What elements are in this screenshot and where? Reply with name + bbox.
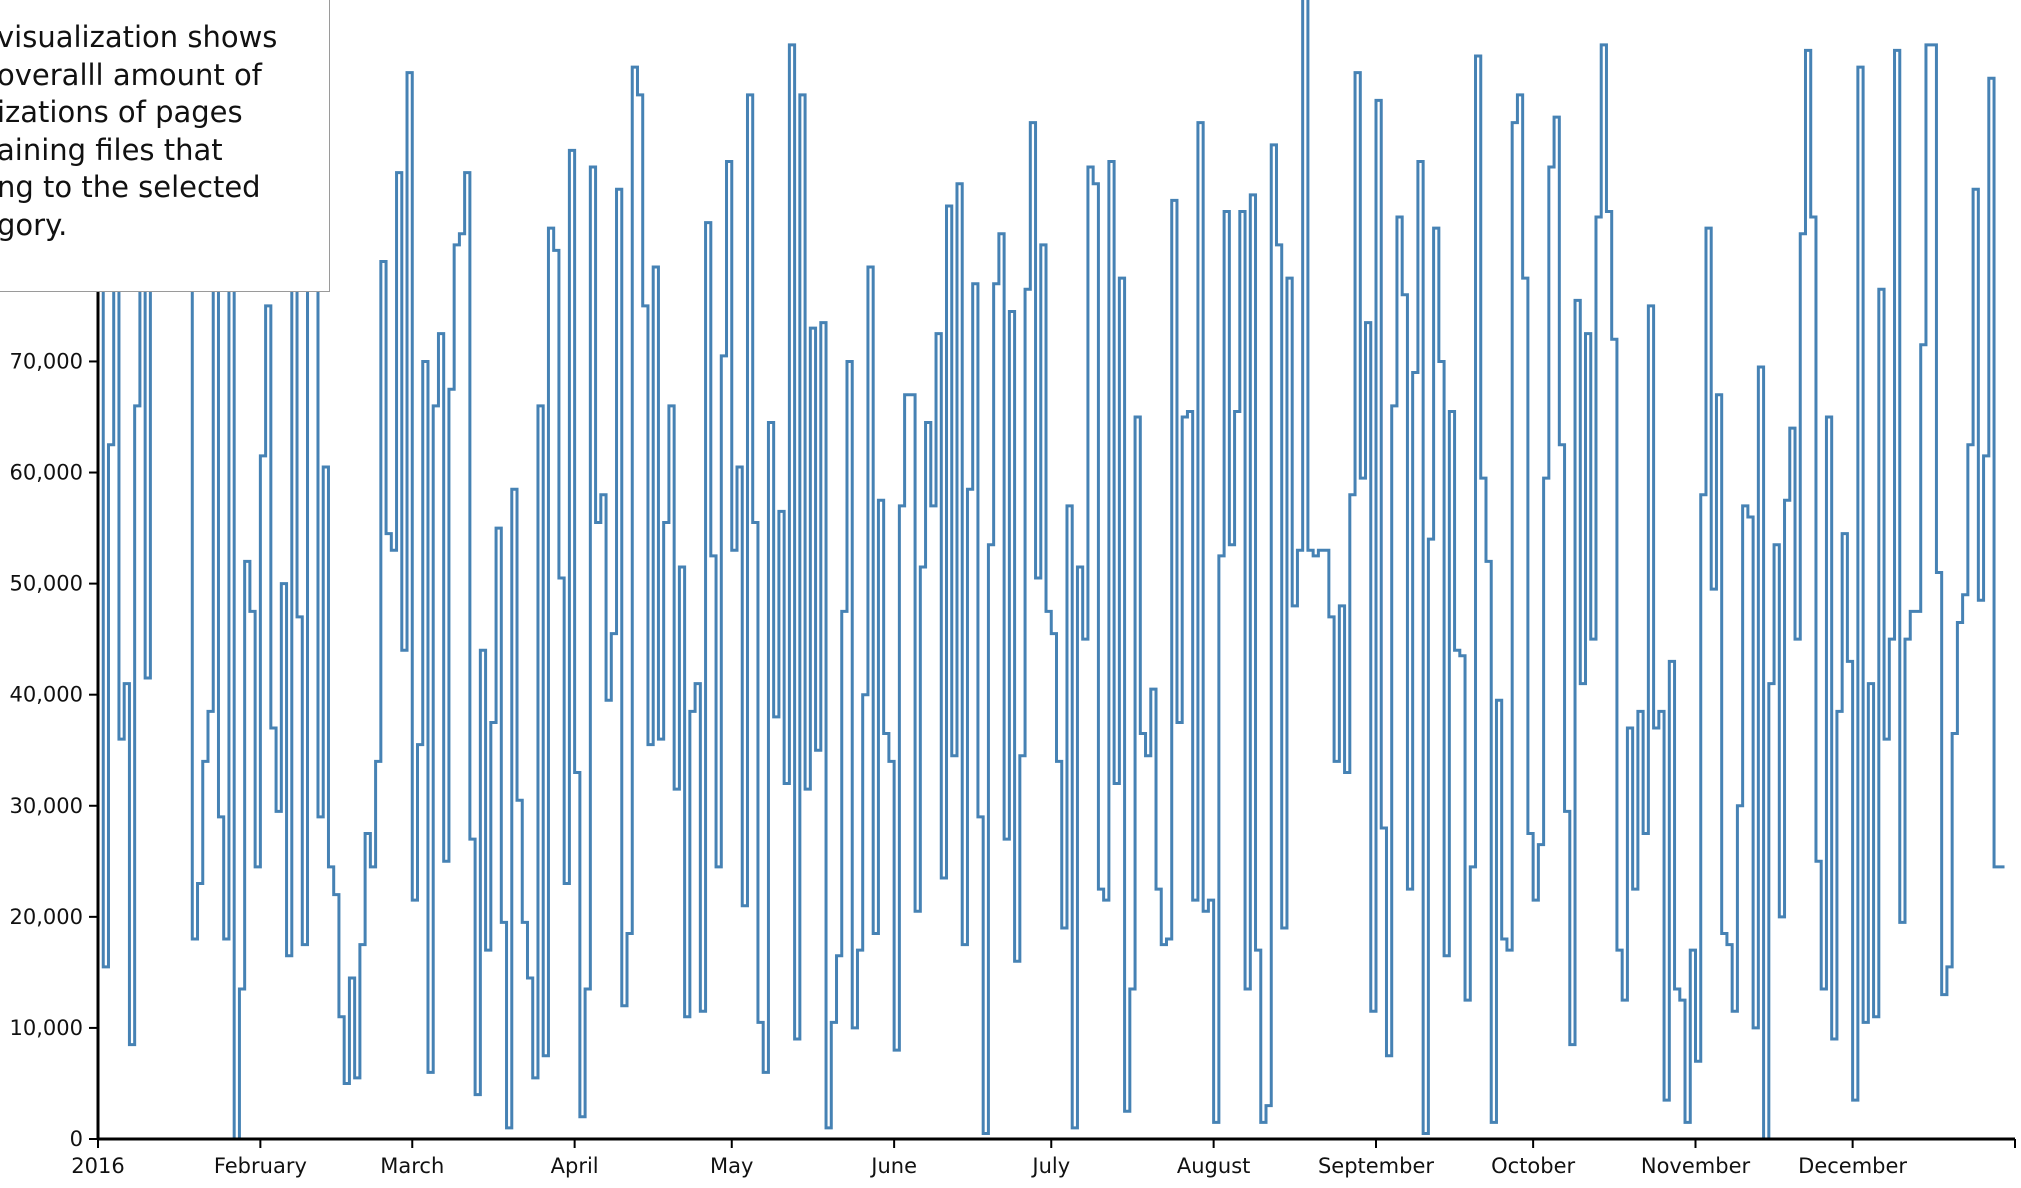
x-tick-label: June <box>869 1154 917 1178</box>
x-tick-label: December <box>1798 1154 1907 1178</box>
y-tick-label: 30,000 <box>10 794 83 818</box>
x-tick-label: August <box>1177 1154 1251 1178</box>
info-tooltip: visualization shows overalll amount of i… <box>0 0 330 292</box>
info-line: visualization shows <box>0 20 278 54</box>
y-tick-label: 0 <box>70 1127 83 1151</box>
y-tick-label: 70,000 <box>10 349 83 373</box>
x-tick-label: May <box>710 1154 753 1178</box>
y-tick-label: 50,000 <box>10 572 83 596</box>
x-tick-label: February <box>214 1154 307 1178</box>
x-tick-label: July <box>1030 1154 1070 1178</box>
y-tick-label: 40,000 <box>10 683 83 707</box>
info-line: izations of pages <box>0 95 243 129</box>
y-tick-label: 60,000 <box>10 461 83 485</box>
info-line: gory. <box>0 207 68 242</box>
x-tick-label: September <box>1318 1154 1434 1178</box>
x-tick-label: October <box>1491 1154 1575 1178</box>
x-tick-label: 2016 <box>71 1154 124 1178</box>
x-axis-ticks: 2016 February March April May June July August S… <box>71 1139 2016 1178</box>
info-line: overalll amount of <box>0 57 262 92</box>
x-tick-label: November <box>1641 1154 1751 1178</box>
y-tick-label: 20,000 <box>10 905 83 929</box>
y-tick-label: 10,000 <box>10 1016 83 1040</box>
info-line: ng to the selected <box>0 170 261 204</box>
info-line: aining files that <box>0 132 223 167</box>
x-tick-label: April <box>551 1154 599 1178</box>
x-tick-label: March <box>380 1154 444 1178</box>
series-line <box>98 0 2005 1141</box>
